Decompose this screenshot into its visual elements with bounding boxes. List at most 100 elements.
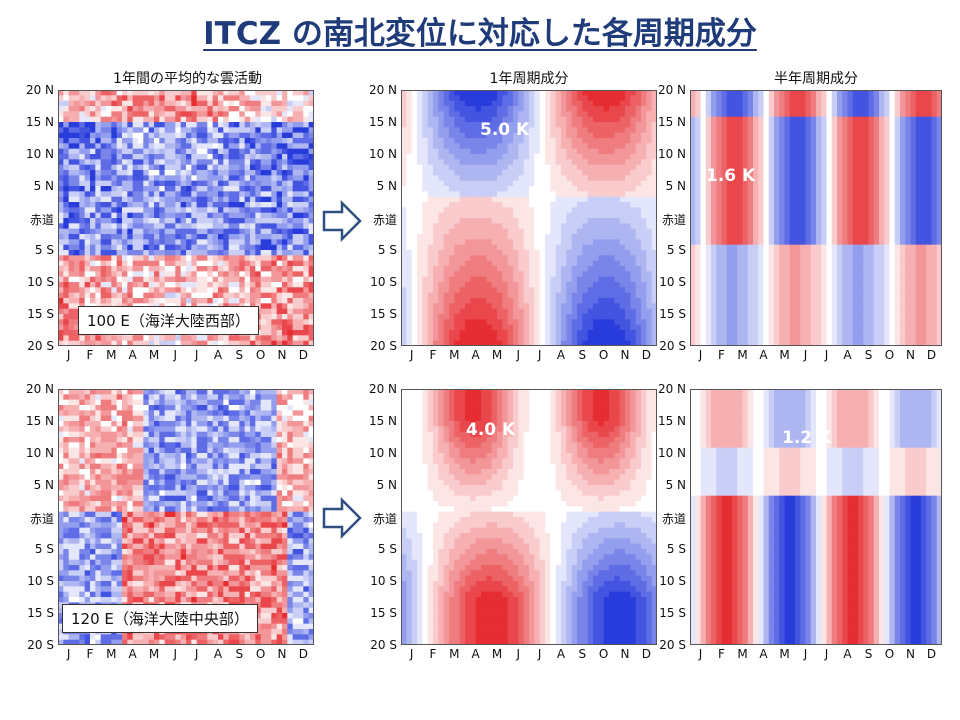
month-label: N	[620, 647, 630, 661]
y-axis-label: 5 S	[377, 243, 397, 257]
month-label: F	[86, 647, 94, 661]
y-axis-label: 20 N	[657, 382, 686, 396]
month-label: M	[106, 647, 117, 661]
month-label: D	[641, 647, 651, 661]
y-axis-label: 20 S	[27, 339, 54, 353]
y-axis-label: 5 S	[666, 243, 686, 257]
month-label: N	[906, 647, 915, 661]
heatmap-panel-semi-100e	[690, 90, 942, 346]
y-axis-label: 5 N	[33, 179, 54, 193]
y-axis-label: 5 N	[665, 179, 686, 193]
month-label: J	[516, 647, 521, 661]
month-label: D	[926, 348, 937, 362]
month-label: J	[66, 647, 71, 661]
y-axis-label: 20 S	[659, 339, 686, 353]
month-label: D	[298, 647, 308, 661]
month-label: M	[491, 647, 503, 661]
y-axis-label: 5 S	[377, 542, 397, 556]
month-label: S	[578, 647, 587, 661]
month-label: J	[537, 348, 542, 362]
month-label: D	[641, 348, 651, 362]
y-axis-label: 20 S	[370, 339, 397, 353]
y-axis-label: 15 S	[659, 307, 686, 321]
y-axis-label: 15 N	[657, 115, 686, 129]
month-label: A	[471, 348, 480, 362]
column-title-mean: 1年間の平均的な雲活動	[113, 71, 262, 87]
month-label: O	[884, 348, 895, 362]
y-axis-label: 15 N	[657, 414, 686, 428]
y-axis-label: 10 S	[27, 574, 54, 588]
month-label: F	[86, 348, 94, 362]
y-axis-label: 5 N	[376, 179, 397, 193]
y-axis-label: 20 N	[657, 83, 686, 97]
month-label: N	[277, 647, 287, 661]
annual-amplitude-100e: 5.0 K	[480, 120, 530, 140]
month-label: A	[843, 348, 852, 362]
semiannual-amplitude-120e: 1.2 K	[782, 428, 832, 448]
month-label: O	[255, 647, 266, 661]
y-axis-label: 20 N	[368, 382, 397, 396]
month-label: J	[194, 647, 199, 661]
month-label: J	[409, 348, 414, 362]
y-axis-label: 10 S	[659, 574, 686, 588]
month-label: J	[803, 647, 808, 661]
month-label: D	[298, 348, 308, 362]
y-axis-label: 15 S	[659, 606, 686, 620]
month-label: J	[409, 647, 414, 661]
month-label: S	[864, 348, 873, 362]
month-label: O	[598, 348, 609, 362]
month-label: M	[737, 348, 748, 362]
column-title-annual: 1年周期成分	[489, 71, 569, 87]
heatmap-panel-annual-120e	[401, 389, 657, 645]
month-label: A	[556, 647, 566, 661]
month-label: A	[128, 348, 137, 362]
month-label: M	[106, 348, 117, 362]
month-label: M	[449, 348, 460, 362]
month-label: A	[843, 647, 852, 661]
y-axis-label: 5 S	[34, 542, 54, 556]
y-axis-label: 15 S	[370, 606, 397, 620]
y-axis-label: 15 N	[368, 414, 397, 428]
y-axis-label: 10 N	[368, 147, 397, 161]
y-axis-label: 20 N	[368, 83, 397, 97]
y-axis-label: 10 N	[657, 446, 686, 460]
y-axis-label: 15 N	[368, 115, 397, 129]
month-label: F	[718, 647, 725, 661]
month-label: S	[578, 348, 587, 362]
month-label: A	[128, 647, 137, 661]
month-label: A	[471, 647, 480, 661]
month-label: J	[173, 348, 178, 362]
longitude-label-120e: 120 E（海洋大陸中央部）	[62, 604, 258, 633]
month-label: M	[148, 647, 160, 661]
heatmap-panel-mean-120e	[58, 389, 314, 645]
slide-title: ITCZ の南北変位に対応した各周期成分	[203, 16, 757, 52]
y-axis-label: 15 S	[370, 307, 397, 321]
month-label: J	[66, 348, 71, 362]
month-label: O	[255, 348, 266, 362]
month-label: O	[598, 647, 609, 661]
y-axis-label: 5 S	[666, 542, 686, 556]
month-label: O	[884, 647, 895, 661]
month-label: A	[213, 348, 223, 362]
y-axis-label: 20 N	[25, 382, 54, 396]
month-label: S	[864, 647, 873, 661]
month-label: S	[235, 647, 244, 661]
column-title-semiannual: 半年周期成分	[774, 71, 858, 87]
y-axis-label: 15 S	[27, 606, 54, 620]
month-label: A	[759, 348, 768, 362]
month-label: F	[429, 647, 437, 661]
month-label: J	[537, 647, 542, 661]
month-label: J	[824, 348, 829, 362]
month-label: M	[148, 348, 160, 362]
month-label: A	[556, 348, 566, 362]
y-axis-label: 10 S	[370, 574, 397, 588]
month-label: J	[173, 647, 178, 661]
y-axis-label: 15 N	[25, 115, 54, 129]
longitude-label-100e: 100 E（海洋大陸西部）	[78, 306, 259, 335]
heatmap-panel-annual-100e	[401, 90, 657, 346]
y-axis-label: 10 N	[25, 147, 54, 161]
y-axis-label: 20 S	[27, 638, 54, 652]
y-axis-label: 15 S	[27, 307, 54, 321]
month-label: M	[737, 647, 748, 661]
y-axis-label: 赤道	[29, 213, 54, 227]
